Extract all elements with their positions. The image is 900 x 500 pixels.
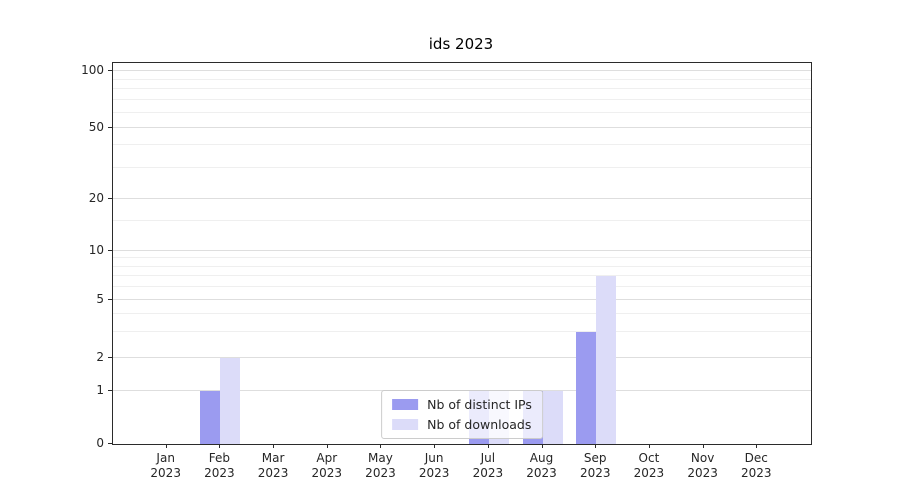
x-tick-mark-9 [648, 444, 650, 448]
gridline-major-y-10 [113, 250, 811, 251]
x-tick-mark-10 [702, 444, 704, 448]
x-tick-label-6: Jul 2023 [472, 451, 504, 480]
x-tick-label-4: May 2023 [365, 451, 396, 480]
gridline-minor-y-40 [113, 144, 811, 146]
x-tick-mark-11 [756, 444, 758, 448]
gridline-major-y-100 [113, 70, 811, 71]
x-tick-label-10: Nov 2023 [687, 451, 718, 480]
gridline-major-y-2 [113, 357, 811, 358]
gridline-minor-y-70 [113, 99, 811, 101]
legend-swatch-downloads [392, 419, 419, 430]
gridline-minor-y-9 [113, 257, 811, 259]
gridline-minor-y-3 [113, 331, 811, 333]
gridline-minor-y-4 [113, 313, 811, 315]
y-tick-label-50: 50 [88, 120, 104, 134]
y-tick-mark-50 [108, 127, 112, 128]
bar-downloads-7 [542, 391, 563, 444]
y-tick-mark-1 [108, 390, 112, 391]
legend-label-downloads: Nb of downloads [427, 417, 532, 432]
gridline-minor-y-30 [113, 166, 811, 168]
chart-title: ids 2023 [428, 35, 494, 53]
legend-item-downloads: Nb of downloads [392, 417, 532, 432]
bar-distinct-ips-1 [200, 391, 221, 444]
y-tick-label-10: 10 [88, 243, 104, 257]
gridline-minor-y-80 [113, 88, 811, 90]
x-tick-mark-5 [434, 444, 436, 448]
y-tick-mark-20 [108, 198, 112, 199]
bar-distinct-ips-8 [576, 332, 597, 444]
plot-area: Nb of distinct IPs Nb of downloads [112, 62, 812, 445]
y-tick-mark-100 [108, 70, 112, 71]
x-tick-mark-7 [541, 444, 543, 448]
x-tick-label-5: Jun 2023 [418, 451, 450, 480]
legend-swatch-distinct-ips [392, 399, 419, 410]
legend-label-distinct-ips: Nb of distinct IPs [427, 397, 532, 412]
gridline-minor-y-90 [113, 78, 811, 80]
x-tick-mark-2 [273, 444, 275, 448]
x-tick-mark-0 [165, 444, 167, 448]
y-tick-mark-0 [108, 443, 112, 444]
x-tick-label-0: Jan 2023 [150, 451, 181, 480]
x-tick-label-11: Dec 2023 [741, 451, 772, 480]
gridline-minor-y-7 [113, 275, 811, 277]
legend-item-distinct-ips: Nb of distinct IPs [392, 397, 532, 412]
x-tick-mark-4 [380, 444, 382, 448]
y-tick-label-5: 5 [96, 292, 104, 306]
gridline-minor-y-8 [113, 265, 811, 267]
x-tick-label-9: Oct 2023 [633, 451, 665, 480]
bar-downloads-1 [220, 358, 241, 444]
gridline-minor-y-15 [113, 219, 811, 221]
y-tick-mark-5 [108, 299, 112, 300]
x-tick-mark-1 [219, 444, 221, 448]
x-tick-label-7: Aug 2023 [526, 451, 557, 480]
y-tick-label-20: 20 [88, 191, 104, 205]
y-tick-label-1: 1 [96, 383, 104, 397]
y-tick-mark-2 [108, 357, 112, 358]
gridline-minor-y-6 [113, 286, 811, 288]
y-tick-label-0: 0 [96, 436, 104, 450]
x-tick-mark-3 [326, 444, 328, 448]
y-tick-label-2: 2 [96, 350, 104, 364]
gridline-major-y-50 [113, 127, 811, 128]
x-tick-mark-6 [487, 444, 489, 448]
gridline-major-y-20 [113, 198, 811, 199]
x-tick-mark-8 [595, 444, 597, 448]
y-tick-label-100: 100 [81, 63, 104, 77]
bar-downloads-8 [596, 276, 617, 444]
x-tick-label-2: Mar 2023 [257, 451, 289, 480]
x-tick-label-1: Feb 2023 [204, 451, 235, 480]
gridline-minor-y-60 [113, 112, 811, 114]
legend: Nb of distinct IPs Nb of downloads [381, 390, 543, 439]
y-tick-mark-10 [108, 250, 112, 251]
x-tick-label-8: Sep 2023 [579, 451, 611, 480]
gridline-major-y-5 [113, 299, 811, 300]
x-tick-label-3: Apr 2023 [311, 451, 343, 480]
